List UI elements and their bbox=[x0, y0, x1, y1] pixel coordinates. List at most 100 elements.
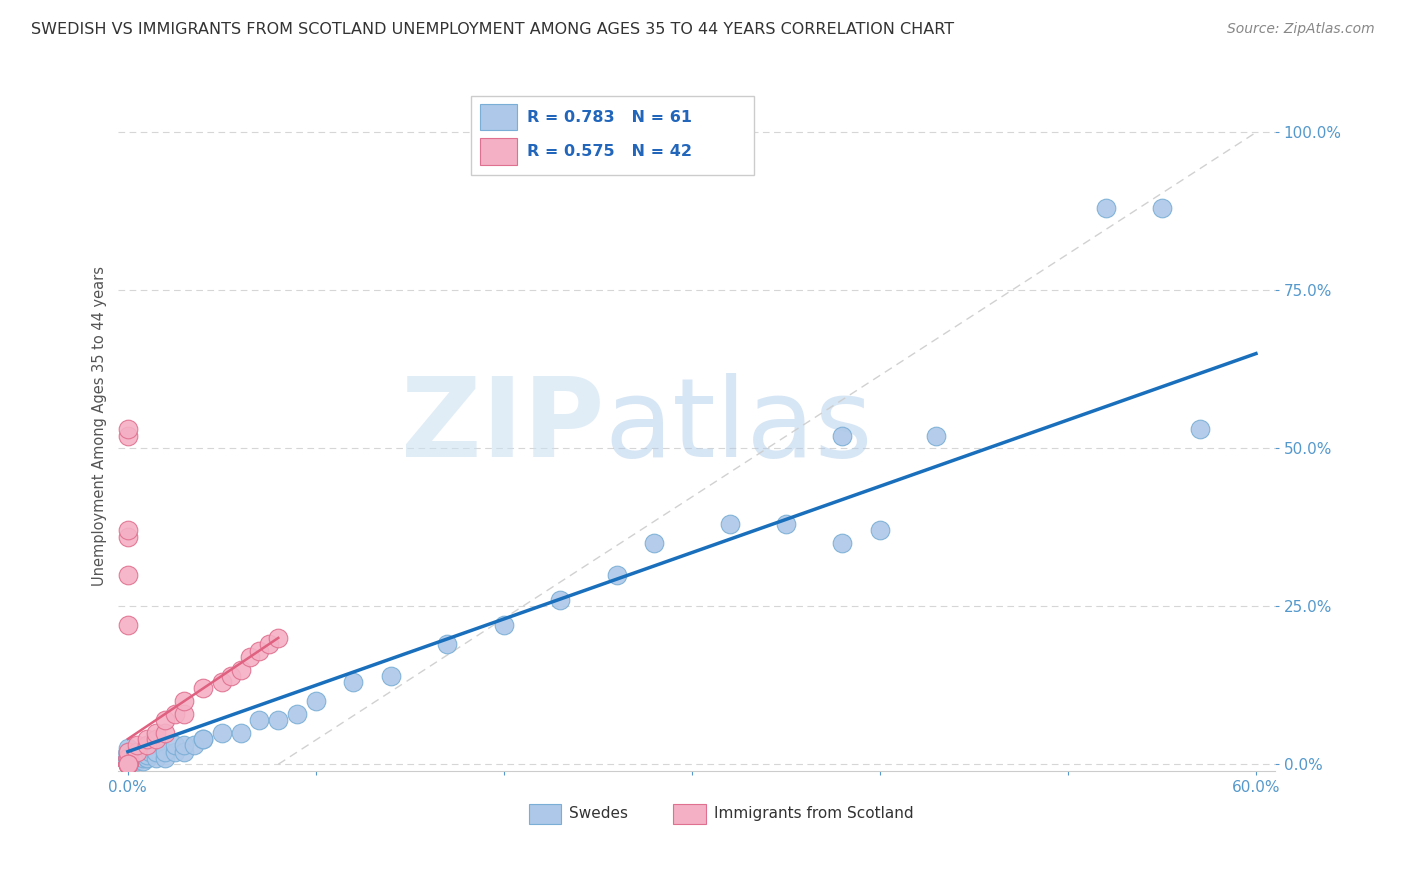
Point bbox=[117, 757, 139, 772]
Point bbox=[436, 637, 458, 651]
Text: ZIP: ZIP bbox=[401, 373, 605, 480]
Text: Immigrants from Scotland: Immigrants from Scotland bbox=[714, 806, 914, 822]
Point bbox=[117, 757, 139, 772]
Bar bbox=[481, 104, 517, 130]
Point bbox=[117, 751, 139, 765]
Point bbox=[127, 751, 149, 765]
Point bbox=[117, 422, 139, 436]
Point bbox=[1188, 422, 1211, 436]
Point bbox=[117, 751, 139, 765]
Point bbox=[342, 675, 364, 690]
Point bbox=[117, 751, 139, 765]
Point bbox=[163, 745, 186, 759]
Point bbox=[117, 745, 139, 759]
FancyBboxPatch shape bbox=[471, 95, 755, 175]
Point bbox=[117, 757, 139, 772]
Text: R = 0.783   N = 61: R = 0.783 N = 61 bbox=[527, 110, 692, 125]
Point bbox=[211, 725, 233, 739]
Point bbox=[117, 747, 139, 762]
Point bbox=[173, 706, 195, 721]
Point bbox=[548, 593, 571, 607]
Point bbox=[229, 725, 252, 739]
Point bbox=[139, 745, 162, 759]
Point bbox=[117, 752, 139, 766]
Point bbox=[135, 751, 157, 765]
Point bbox=[127, 754, 149, 768]
Bar bbox=[673, 805, 706, 823]
Point bbox=[117, 757, 139, 772]
Point bbox=[831, 536, 853, 550]
Point bbox=[191, 681, 214, 696]
Point bbox=[191, 731, 214, 746]
Point bbox=[117, 751, 139, 765]
Point bbox=[117, 567, 139, 582]
Point bbox=[173, 745, 195, 759]
Point bbox=[267, 631, 290, 645]
Point bbox=[925, 428, 948, 442]
Point bbox=[132, 754, 155, 768]
Point bbox=[117, 745, 139, 759]
Point bbox=[145, 745, 167, 759]
Point bbox=[117, 757, 139, 772]
Point bbox=[135, 747, 157, 762]
Point bbox=[117, 757, 139, 772]
Point bbox=[117, 757, 139, 772]
Point bbox=[117, 754, 139, 768]
Point bbox=[117, 757, 139, 772]
Point bbox=[135, 739, 157, 753]
Point bbox=[145, 725, 167, 739]
Point bbox=[117, 751, 139, 765]
Point bbox=[380, 669, 402, 683]
Point bbox=[117, 757, 139, 772]
Bar bbox=[529, 805, 561, 823]
Point bbox=[191, 731, 214, 746]
Point bbox=[135, 751, 157, 765]
Point bbox=[117, 757, 139, 772]
Point bbox=[1094, 201, 1116, 215]
Point bbox=[718, 517, 741, 532]
Text: Source: ZipAtlas.com: Source: ZipAtlas.com bbox=[1227, 22, 1375, 37]
Point bbox=[1150, 201, 1173, 215]
Point bbox=[117, 751, 139, 765]
Text: R = 0.575   N = 42: R = 0.575 N = 42 bbox=[527, 144, 692, 159]
Point bbox=[229, 663, 252, 677]
Point bbox=[145, 751, 167, 765]
Point bbox=[173, 739, 195, 753]
Point bbox=[117, 741, 139, 756]
Point bbox=[249, 713, 271, 727]
Bar bbox=[481, 138, 517, 164]
Point bbox=[117, 757, 139, 772]
Point bbox=[155, 713, 177, 727]
Point bbox=[127, 739, 149, 753]
Point bbox=[117, 757, 139, 772]
Point bbox=[219, 669, 242, 683]
Point bbox=[117, 428, 139, 442]
Point bbox=[117, 751, 139, 765]
Point bbox=[155, 745, 177, 759]
Point bbox=[163, 706, 186, 721]
Point bbox=[869, 524, 891, 538]
Point bbox=[117, 745, 139, 759]
Point bbox=[775, 517, 797, 532]
Point bbox=[117, 745, 139, 759]
Point bbox=[267, 713, 290, 727]
Point bbox=[249, 643, 271, 657]
Point bbox=[117, 745, 139, 759]
Point bbox=[831, 428, 853, 442]
Text: SWEDISH VS IMMIGRANTS FROM SCOTLAND UNEMPLOYMENT AMONG AGES 35 TO 44 YEARS CORRE: SWEDISH VS IMMIGRANTS FROM SCOTLAND UNEM… bbox=[31, 22, 955, 37]
Point bbox=[117, 757, 139, 772]
Point bbox=[643, 536, 665, 550]
Point bbox=[117, 757, 139, 772]
Text: Swedes: Swedes bbox=[569, 806, 628, 822]
Point bbox=[239, 649, 262, 664]
Point bbox=[117, 530, 139, 544]
Point bbox=[257, 637, 280, 651]
Point bbox=[132, 751, 155, 765]
Point bbox=[117, 757, 139, 772]
Point bbox=[117, 751, 139, 765]
Point bbox=[183, 739, 205, 753]
Point bbox=[117, 751, 139, 765]
Point bbox=[117, 757, 139, 772]
Point bbox=[135, 731, 157, 746]
Point bbox=[127, 745, 149, 759]
